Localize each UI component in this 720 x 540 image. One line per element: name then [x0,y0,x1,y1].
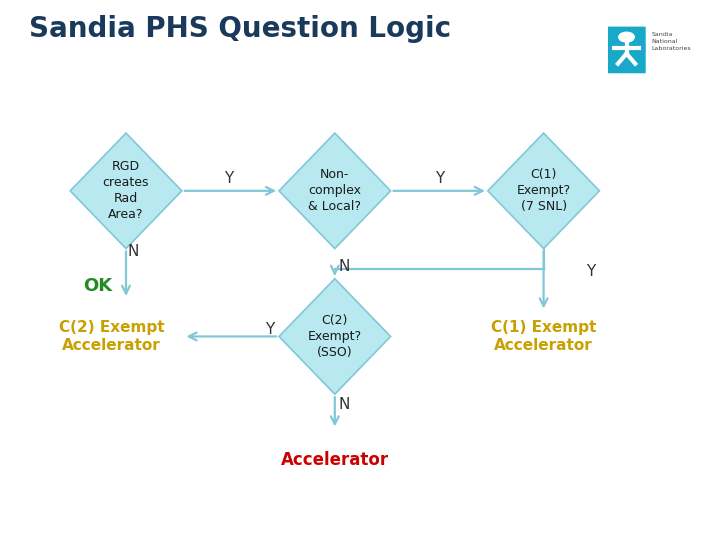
Text: N: N [338,397,350,412]
Text: C(2)
Exempt?
(SSO): C(2) Exempt? (SSO) [307,314,362,359]
FancyBboxPatch shape [607,26,647,74]
Text: C(1)
Exempt?
(7 SNL): C(1) Exempt? (7 SNL) [516,168,571,213]
Text: OK: OK [83,277,112,295]
Polygon shape [488,133,599,248]
Text: Y: Y [586,264,595,279]
Polygon shape [279,279,390,394]
Text: Non-
complex
& Local?: Non- complex & Local? [308,168,361,213]
Text: RGD
creates
Rad
Area?: RGD creates Rad Area? [103,160,149,221]
Text: C(2) Exempt
Accelerator: C(2) Exempt Accelerator [59,320,164,353]
Text: N: N [127,244,139,259]
Polygon shape [70,133,181,248]
Text: Accelerator: Accelerator [281,450,389,469]
Text: Y: Y [435,171,444,186]
Text: C(1) Exempt
Accelerator: C(1) Exempt Accelerator [491,320,596,353]
Text: Sandia
National
Laboratories: Sandia National Laboratories [652,32,691,51]
Text: Sandia PHS Question Logic: Sandia PHS Question Logic [29,15,451,43]
Circle shape [618,32,634,42]
Text: N: N [338,259,350,274]
Text: Y: Y [225,171,233,186]
Polygon shape [279,133,390,248]
Text: Y: Y [266,322,274,337]
